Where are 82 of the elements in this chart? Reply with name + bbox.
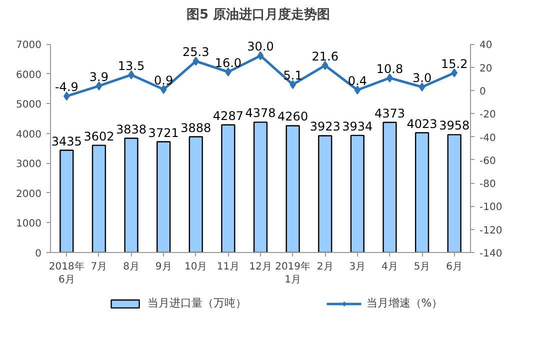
x-tick-label: 10月 (184, 262, 208, 272)
data-label: 3923 (310, 120, 340, 134)
data-label: 4287 (212, 108, 244, 123)
data-label: 3602 (84, 129, 114, 144)
y-tick-label: 6000 (16, 70, 42, 81)
y2-tick-label: -40 (480, 132, 496, 144)
data-label: 3838 (116, 122, 147, 136)
bar (156, 141, 171, 252)
data-label: 21.6 (312, 49, 338, 64)
data-label: 5.1 (283, 68, 302, 83)
point (192, 56, 200, 66)
y2-tick-label: -120 (480, 225, 502, 236)
bar (92, 144, 106, 252)
bar (221, 124, 236, 252)
bar (414, 132, 430, 252)
data-label: 4378 (245, 106, 276, 120)
y2-tick-label: -100 (480, 202, 502, 214)
bar (447, 134, 462, 252)
y2-tick-label: -20 (480, 110, 496, 121)
data-label: 16.0 (214, 56, 242, 70)
x-tick-label: 12月 (249, 262, 272, 272)
y2-tick-label: -80 (480, 179, 496, 190)
data-label: -4.9 (54, 80, 78, 94)
bar (382, 122, 397, 252)
y2-tick-label: -60 (480, 156, 496, 167)
x-tick-label: 2019年 1月 (275, 260, 311, 286)
data-label: 3888 (180, 120, 212, 135)
point (451, 68, 458, 78)
data-label: 10.8 (376, 62, 404, 76)
point (322, 60, 328, 70)
data-label: 4373 (374, 106, 406, 120)
x-tick-label: 6月 (446, 262, 463, 272)
data-label: 4023 (406, 116, 438, 131)
x-tick-label: 11月 (216, 262, 240, 272)
y-tick-label: 7000 (16, 40, 42, 52)
y-tick-label: 1000 (16, 218, 42, 230)
data-label: 3435 (51, 134, 82, 148)
y2-tick-label: 0 (480, 86, 486, 98)
y-tick-label: 4000 (16, 129, 42, 140)
x-tick-label: 2018年 6月 (48, 260, 84, 286)
data-label: 3.0 (412, 70, 432, 85)
bar (188, 136, 203, 252)
y-tick-label: 2000 (16, 188, 42, 200)
y2-tick-label: 40 (480, 40, 492, 52)
data-label: 3934 (342, 119, 373, 134)
data-label: 0.4 (348, 74, 367, 88)
x-tick-label: 9月 (155, 262, 172, 272)
data-label: 30.0 (247, 40, 274, 54)
legend-label: 当月进口量（万吨） (147, 296, 246, 310)
y2-tick-label: 20 (480, 63, 492, 74)
y-tick-label: 5000 (16, 100, 42, 111)
point (354, 86, 361, 94)
x-tick-label: 8月 (123, 262, 140, 272)
point (160, 84, 167, 94)
data-label: 15.2 (440, 56, 468, 71)
x-tick-label: 5月 (414, 262, 430, 272)
x-tick-label: 4月 (382, 262, 398, 272)
chart-title: 图5 原油进口月度走势图 (186, 6, 330, 22)
x-tick-label: 2月 (316, 262, 334, 272)
point (96, 81, 102, 90)
bar (253, 122, 268, 252)
y-tick-label: 0 (35, 248, 42, 260)
data-label: 25.3 (182, 45, 210, 60)
legend-label: 当月增速（%） (366, 296, 443, 310)
data-label: 0.9 (154, 73, 174, 88)
x-tick-label: 3月 (349, 262, 366, 272)
bar (350, 134, 364, 252)
data-label: 3721 (148, 126, 179, 140)
data-label: 3958 (439, 118, 470, 133)
point (63, 92, 70, 101)
data-label: 4260 (278, 110, 308, 124)
bar (286, 125, 300, 252)
bar (318, 135, 332, 252)
bar (60, 150, 74, 252)
y2-tick-label: -140 (480, 248, 502, 260)
bar (124, 138, 138, 252)
point (257, 51, 264, 60)
data-label: 13.5 (118, 58, 145, 73)
point (418, 82, 426, 92)
data-label: 3.9 (89, 70, 109, 84)
y-tick-label: 3000 (16, 159, 42, 170)
x-tick-label: 7月 (90, 262, 108, 272)
